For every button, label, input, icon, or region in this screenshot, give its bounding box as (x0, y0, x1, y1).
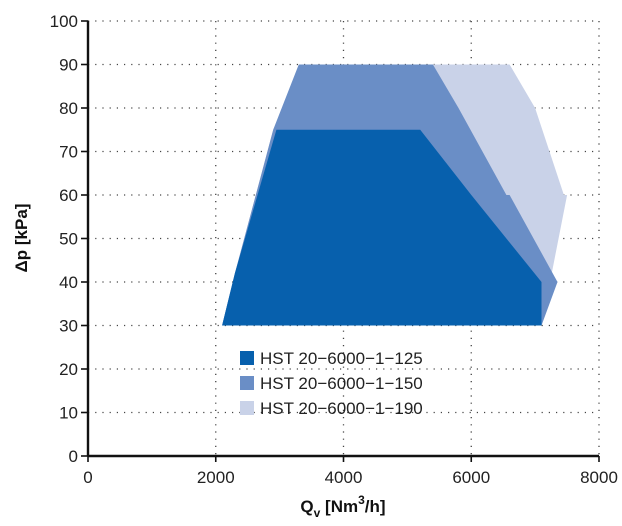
x-tick-label: 6000 (452, 468, 490, 487)
y-tick-label: 60 (59, 186, 78, 205)
legend-label: HST 20−6000−1−150 (260, 374, 423, 393)
y-tick-label: 20 (59, 360, 78, 379)
y-tick-label: 40 (59, 273, 78, 292)
plot-areas (222, 64, 568, 326)
tick-labels: 0 10 20 30 40 50 60 70 80 90 100 0 2000 4000 6000 8000 (50, 12, 618, 487)
y-tick-label: 30 (59, 317, 78, 336)
legend-swatch (240, 401, 254, 415)
y-tick-label: 90 (59, 56, 78, 75)
y-tick-label: 70 (59, 143, 78, 162)
y-tick-label: 100 (50, 12, 78, 31)
y-axis-title: Δp [kPa] (12, 204, 31, 273)
y-tick-label: 0 (69, 447, 78, 466)
x-tick-label: 4000 (325, 468, 363, 487)
legend: HST 20−6000−1−125 HST 20−6000−1−150 HST 20… (240, 349, 423, 418)
y-tick-label: 50 (59, 230, 78, 249)
x-axis-title: Qv [Nm3/h] (300, 493, 385, 520)
y-tick-label: 10 (59, 404, 78, 423)
area-series-3 (222, 129, 542, 326)
legend-label: HST 20−6000−1−190 (260, 399, 423, 418)
x-tick-label: 0 (83, 468, 92, 487)
y-tick-label: 80 (59, 99, 78, 118)
x-tick-label: 8000 (580, 468, 618, 487)
legend-swatch (240, 351, 254, 365)
x-tick-label: 2000 (197, 468, 235, 487)
legend-swatch (240, 376, 254, 390)
legend-label: HST 20−6000−1−125 (260, 349, 423, 368)
